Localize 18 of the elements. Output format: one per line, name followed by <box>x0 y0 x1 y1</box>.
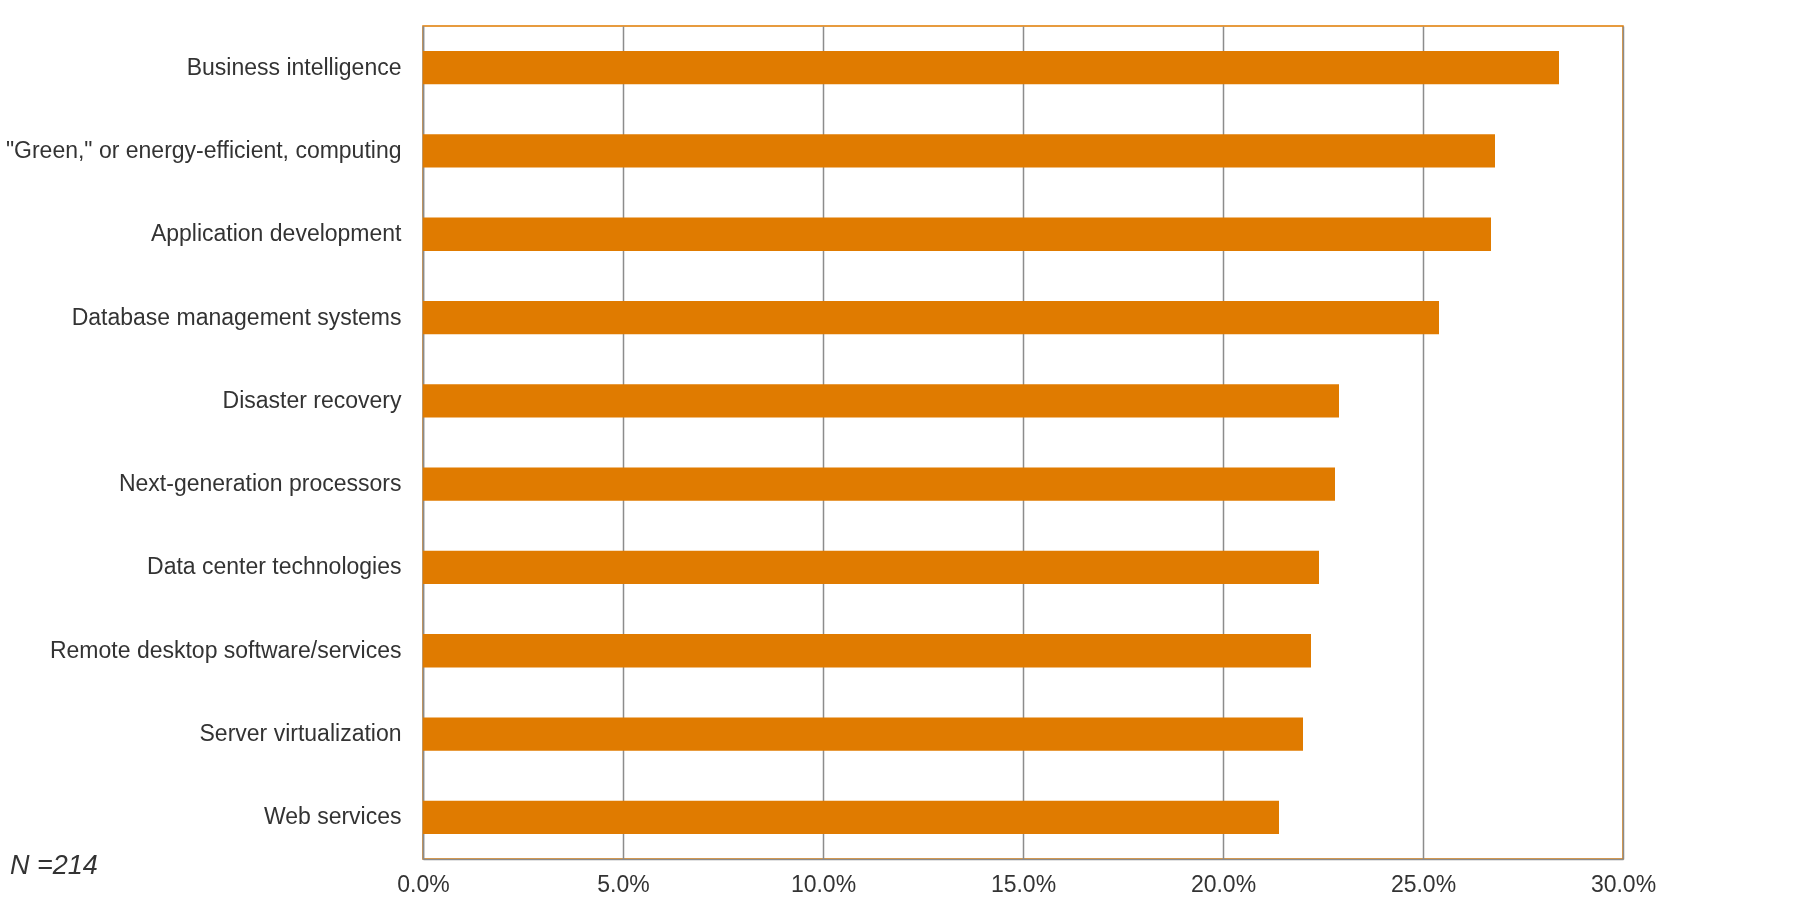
y-tick-label: Application development <box>150 220 403 247</box>
x-tick-label: 10.0% <box>790 870 857 897</box>
x-tick-label: 0.0% <box>397 870 450 897</box>
y-tick-label: Server virtualization <box>199 720 402 747</box>
y-tick-label: Data center technologies <box>147 553 402 580</box>
y-tick-label: Database management systems <box>71 303 402 330</box>
x-tick-label: 25.0% <box>1390 870 1457 897</box>
x-tick-label: 15.0% <box>990 870 1057 897</box>
y-tick-label: Web services <box>263 803 402 830</box>
y-tick-label: Next-generation processors <box>118 470 402 497</box>
x-tick-label: 30.0% <box>1590 870 1657 897</box>
y-tick-label: "Green," or energy-efficient, computing <box>5 136 402 163</box>
x-tick-label: 20.0% <box>1190 870 1257 897</box>
text: N =214 <box>10 850 98 881</box>
y-tick-label: Remote desktop software/services <box>49 636 402 663</box>
x-tick-label: 5.0% <box>597 870 650 897</box>
y-tick-label: Disaster recovery <box>222 386 402 413</box>
y-tick-label: Business intelligence <box>186 53 402 80</box>
